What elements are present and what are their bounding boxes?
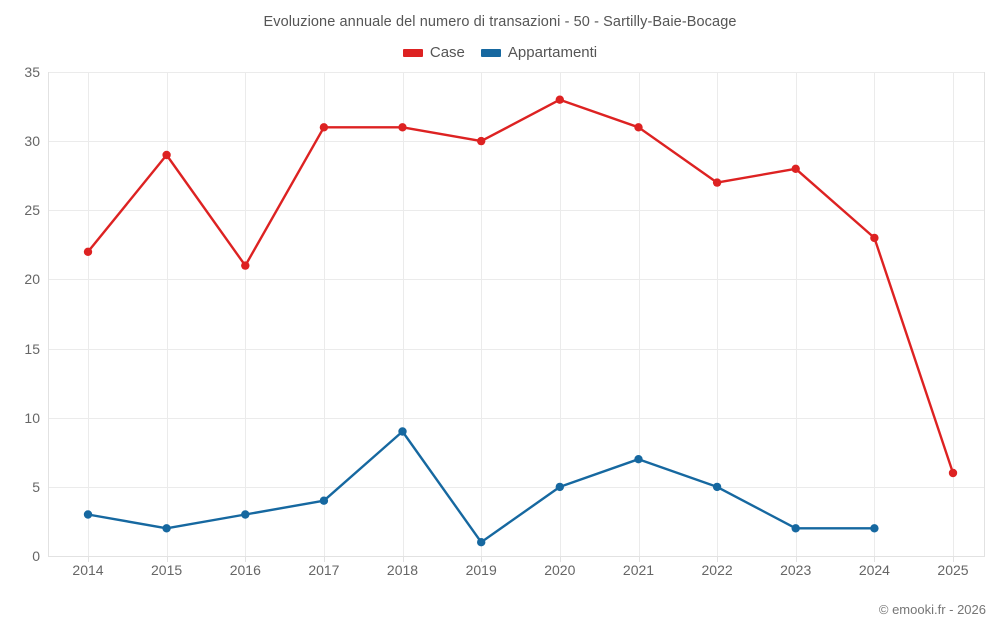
series-line-case: [86, 98, 955, 475]
data-point-case[interactable]: [791, 164, 800, 173]
legend-swatch-appartamenti: [480, 48, 501, 57]
x-axis-tick-label: 2017: [308, 562, 340, 578]
legend-swatch-case: [402, 48, 423, 57]
data-point-appartamenti[interactable]: [791, 524, 800, 533]
data-point-appartamenti[interactable]: [634, 455, 643, 464]
x-axis-tick-mark: [481, 556, 483, 562]
x-axis-tick-label: 2016: [229, 562, 261, 578]
y-axis-tick-label: 5: [32, 478, 40, 495]
data-point-case[interactable]: [870, 233, 879, 243]
y-axis-tick-labels: 0 5 10 15 20 25 30 35: [0, 64, 40, 564]
data-point-appartamenti[interactable]: [398, 427, 407, 436]
data-point-appartamenti[interactable]: [83, 510, 93, 519]
x-axis-tick-mark: [245, 556, 247, 562]
legend-label-appartamenti: Appartamenti: [507, 44, 598, 61]
x-axis-tick-mark: [874, 556, 876, 562]
x-axis-tick-mark: [795, 556, 797, 562]
x-axis-tick-labels: 2014 2015 2016 2017 2018 2019 2020 2021 2022 2023…: [48, 556, 985, 586]
y-axis-tick-label: 30: [24, 133, 40, 150]
x-axis-tick-label: 2022: [701, 562, 733, 578]
x-axis-tick-mark: [559, 556, 561, 562]
gridline-horizontal: [48, 556, 985, 557]
y-axis-tick-label: 20: [24, 271, 40, 288]
x-axis-tick-label: 2014: [72, 562, 104, 578]
legend-label-case: Case: [429, 44, 465, 61]
x-axis-tick-label: 2020: [544, 562, 576, 578]
x-axis-tick-label: 2018: [386, 562, 419, 578]
y-axis-tick-label: 10: [24, 409, 40, 426]
data-point-appartamenti[interactable]: [241, 510, 250, 519]
y-axis-tick-label: 15: [24, 340, 40, 357]
data-point-appartamenti[interactable]: [162, 524, 171, 533]
x-axis-tick-label: 2015: [151, 562, 183, 578]
x-axis-tick-mark: [323, 556, 325, 562]
data-point-appartamenti[interactable]: [712, 482, 722, 492]
x-axis-tick-mark: [166, 556, 168, 562]
chart-legend: Case Appartamenti: [0, 44, 1000, 61]
x-axis-tick-label: 2024: [858, 562, 890, 578]
legend-item-case[interactable]: Case: [402, 44, 465, 61]
series-lines: [83, 95, 958, 547]
x-axis-tick-mark: [402, 556, 404, 562]
x-axis-tick-label: 2025: [937, 562, 969, 578]
y-axis-tick-label: 35: [24, 64, 40, 80]
data-point-appartamenti[interactable]: [477, 538, 486, 547]
data-point-case[interactable]: [634, 123, 643, 132]
copyright-notice: © emooki.fr - 2026: [878, 602, 986, 617]
data-point-appartamenti[interactable]: [870, 524, 879, 533]
data-point-case[interactable]: [555, 95, 564, 104]
x-axis-tick-label: 2023: [780, 562, 812, 578]
data-point-case[interactable]: [162, 150, 171, 160]
data-point-case[interactable]: [83, 247, 93, 256]
x-axis-tick-mark: [953, 556, 954, 562]
x-axis-tick-label: 2019: [465, 562, 497, 578]
data-point-appartamenti[interactable]: [555, 482, 564, 492]
data-point-case[interactable]: [948, 468, 958, 478]
data-point-appartamenti[interactable]: [319, 496, 329, 505]
legend-item-appartamenti[interactable]: Appartamenti: [480, 44, 598, 61]
series-line-appartamenti: [86, 430, 876, 544]
x-axis-tick-mark: [717, 556, 719, 562]
x-axis-tick-mark: [638, 556, 640, 562]
y-axis-tick-label: 25: [24, 202, 40, 219]
data-point-case[interactable]: [241, 261, 250, 270]
data-point-case[interactable]: [712, 178, 722, 187]
data-point-case[interactable]: [319, 123, 329, 132]
x-axis-tick-label: 2021: [622, 562, 655, 578]
chart-title: Evoluzione annuale del numero di transaz…: [263, 14, 737, 30]
x-axis-tick-mark: [88, 556, 89, 562]
y-axis-tick-label: 0: [32, 548, 40, 564]
data-point-case[interactable]: [398, 123, 407, 132]
data-point-case[interactable]: [477, 136, 486, 146]
plot-area: [48, 72, 985, 557]
